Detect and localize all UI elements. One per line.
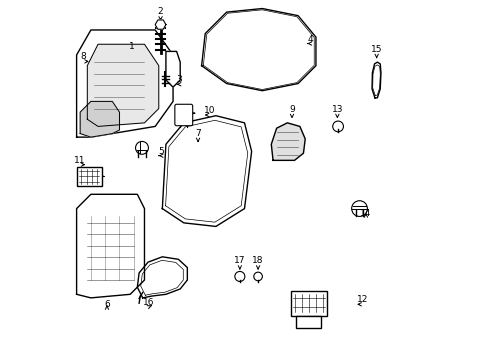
Text: 6: 6 [104, 300, 110, 309]
Polygon shape [77, 194, 144, 298]
Bar [290, 291, 326, 316]
Text: 12: 12 [356, 295, 367, 304]
Polygon shape [371, 62, 380, 98]
Text: 2: 2 [158, 7, 163, 16]
Text: 13: 13 [331, 104, 343, 113]
Text: 3: 3 [176, 75, 182, 84]
Text: 8: 8 [81, 53, 86, 62]
Text: 7: 7 [195, 129, 201, 138]
Text: 9: 9 [288, 104, 294, 113]
Text: 15: 15 [370, 45, 382, 54]
Text: 11: 11 [74, 156, 86, 165]
Bar [296, 316, 321, 328]
Polygon shape [165, 51, 180, 87]
Polygon shape [87, 44, 159, 126]
Text: 14: 14 [360, 209, 371, 218]
Text: 5: 5 [159, 147, 164, 156]
Polygon shape [162, 116, 251, 226]
FancyBboxPatch shape [175, 104, 192, 126]
FancyBboxPatch shape [77, 167, 102, 186]
Text: 4: 4 [307, 35, 312, 44]
Polygon shape [271, 123, 305, 160]
Text: 1: 1 [129, 42, 135, 51]
Text: 10: 10 [203, 106, 215, 115]
Polygon shape [201, 9, 315, 91]
Text: 18: 18 [252, 256, 264, 265]
Polygon shape [137, 257, 187, 298]
Text: 17: 17 [234, 256, 245, 265]
Text: 16: 16 [142, 298, 154, 307]
Polygon shape [77, 30, 173, 137]
Polygon shape [80, 102, 119, 137]
Polygon shape [155, 20, 165, 29]
